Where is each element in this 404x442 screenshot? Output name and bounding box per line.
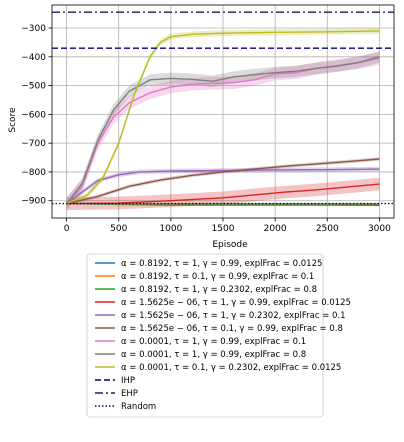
series-line-7 — [66, 56, 380, 205]
legend-box — [86, 253, 324, 418]
y-tick-label: −500 — [21, 82, 46, 92]
y-tick-label: −600 — [21, 110, 46, 120]
legend: α = 0.8192, τ = 1, γ = 0.99, explFrac = … — [86, 253, 351, 418]
x-tick-label: 3000 — [368, 224, 391, 234]
legend-label-0: α = 0.8192, τ = 1, γ = 0.99, explFrac = … — [121, 259, 322, 269]
series-band-4 — [66, 166, 380, 206]
legend-label-6: α = 0.0001, τ = 1, γ = 0.99, explFrac = … — [121, 337, 306, 347]
x-tick-label: 1500 — [212, 224, 235, 234]
y-axis-label: Score — [8, 107, 18, 133]
series-line-8 — [66, 30, 380, 205]
legend-label-8: α = 0.0001, τ = 0.1, γ = 0.2302, explFra… — [121, 363, 341, 373]
y-tick-label: −400 — [21, 53, 46, 63]
x-tick-label: 500 — [110, 224, 127, 234]
series-line-5 — [66, 158, 380, 205]
x-tick-label: 2000 — [264, 224, 287, 234]
y-tick-label: −700 — [21, 139, 46, 149]
legend-label-2: α = 0.8192, τ = 1, γ = 0.2302, explFrac … — [121, 285, 317, 295]
y-tick-label: −300 — [21, 24, 46, 34]
x-axis-label: Episode — [212, 240, 248, 250]
series-line-4 — [66, 168, 380, 205]
legend-label-10: EHP — [121, 389, 138, 399]
series-band-6 — [66, 51, 380, 210]
legend-label-7: α = 0.0001, τ = 1, γ = 0.99, explFrac = … — [121, 350, 306, 360]
plot-area: 0 500 1000 1500 2000 2500 3000 −900 −800 −700 −600… — [21, 4, 395, 234]
x-tick-label: 2500 — [316, 224, 339, 234]
legend-label-4: α = 1.5625e − 06, τ = 1, γ = 0.2302, exp… — [121, 311, 346, 321]
plot-frame — [51, 4, 395, 219]
x-tick-label: 0 — [64, 224, 70, 234]
legend-label-3: α = 1.5625e − 06, τ = 1, γ = 0.99, explF… — [121, 298, 351, 308]
series-line-3 — [66, 183, 380, 205]
legend-label-1: α = 0.8192, τ = 0.1, γ = 0.99, explFrac … — [121, 272, 314, 282]
y-tick-label: −800 — [21, 168, 46, 178]
legend-label-5: α = 1.5625e − 06, τ = 0.1, γ = 0.99, exp… — [121, 324, 343, 334]
y-tick-label: −900 — [21, 197, 46, 207]
legend-label-9: IHP — [121, 376, 135, 386]
x-tick-label: 1000 — [159, 224, 182, 234]
legend-label-11: Random — [121, 402, 156, 412]
